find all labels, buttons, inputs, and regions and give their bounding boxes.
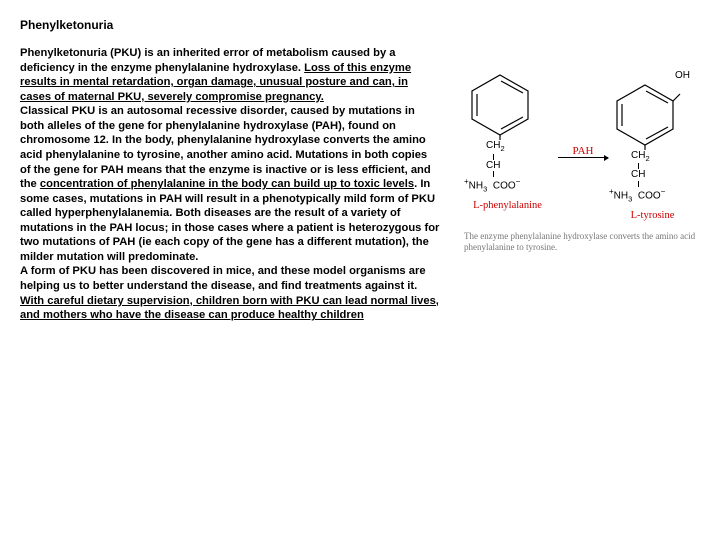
arrow-icon xyxy=(558,157,608,158)
paragraph-3: A form of PKU has been discovered in mic… xyxy=(20,264,440,322)
p2b: . In some cases, mutations in PAH will r… xyxy=(20,178,439,263)
paragraph-2: Classical PKU is an autosomal recessive … xyxy=(20,104,440,264)
molecule-phenylalanine: CH2 CH +NH3 COO− L-phenylalanine xyxy=(460,70,555,211)
chain-right: CH2 CH +NH3 COO− xyxy=(631,150,700,204)
paragraph-1: Phenylketonuria (PKU) is an inherited er… xyxy=(20,46,440,104)
body-text: Phenylketonuria (PKU) is an inherited er… xyxy=(20,46,440,323)
p3u: With careful dietary supervision, childr… xyxy=(20,295,439,322)
nh3sub: 3 xyxy=(483,184,487,193)
coo: COO xyxy=(493,180,516,191)
figure-caption: The enzyme phenylalanine hydroxylase con… xyxy=(460,231,700,254)
ch2-label: CH xyxy=(486,140,500,151)
ch2-sub: 2 xyxy=(500,144,504,153)
reaction-figure: CH2 CH +NH3 COO− L-phenylalanine PAH OH xyxy=(460,70,700,253)
tyrosine-label: L-tyrosine xyxy=(605,210,700,221)
ch-label: CH xyxy=(486,160,555,172)
benzene-ring-icon xyxy=(460,70,540,140)
benzene-ring-oh-icon xyxy=(605,80,685,150)
minus: − xyxy=(516,177,521,186)
p3a: A form of PKU has been discovered in mic… xyxy=(20,265,426,292)
nh3: NH xyxy=(469,180,483,191)
phenylalanine-label: L-phenylalanine xyxy=(460,200,555,211)
enzyme-label: PAH xyxy=(558,145,608,157)
page-title: Phenylketonuria xyxy=(20,18,700,32)
p2u: concentration of phenylalanine in the bo… xyxy=(40,178,414,190)
chain-left: CH2 CH +NH3 COO− xyxy=(486,140,555,194)
reaction-arrow: PAH xyxy=(558,145,608,158)
molecule-tyrosine: OH CH2 CH +NH3 COO− xyxy=(605,70,700,221)
